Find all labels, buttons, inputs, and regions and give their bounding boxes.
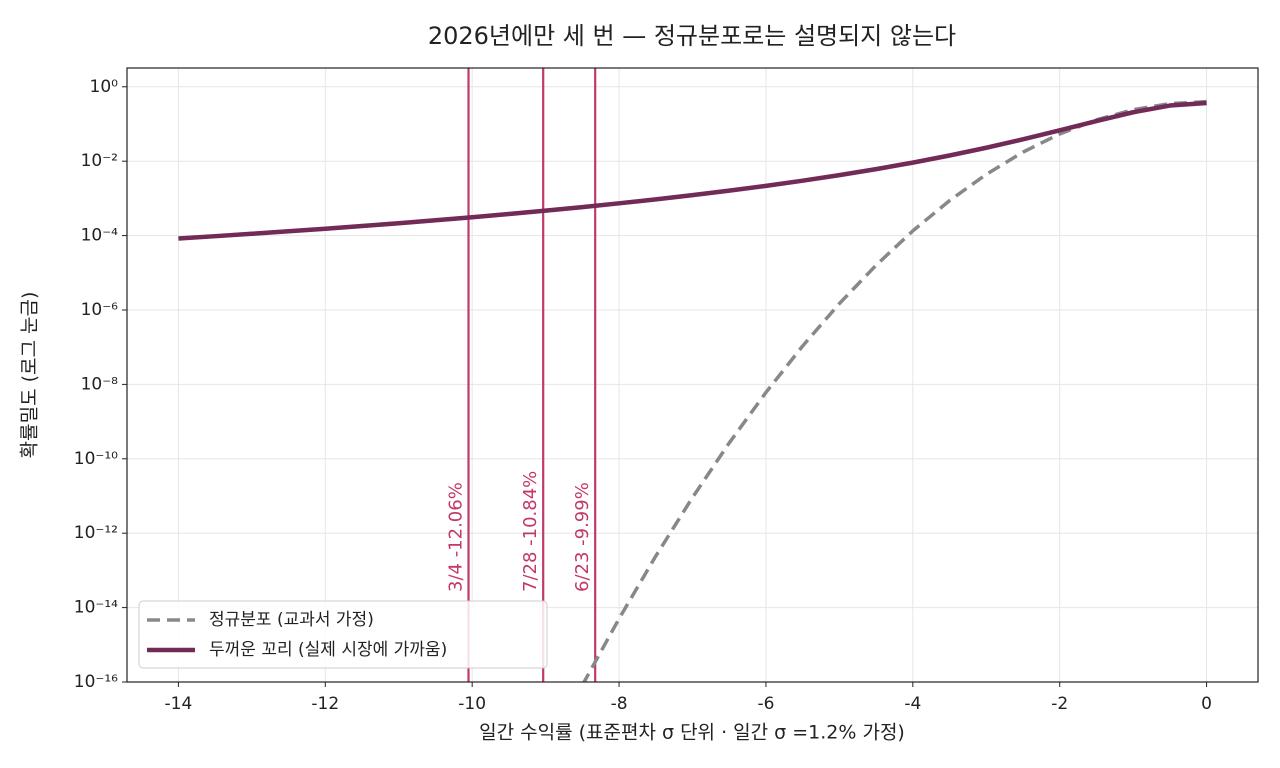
- y-tick-label: 10⁰: [90, 77, 119, 97]
- axes-frame: [126, 67, 1259, 683]
- y-tick-label: 10⁻¹⁰: [74, 449, 118, 469]
- y-tick-label: 10⁻¹²: [74, 523, 118, 543]
- chart-title: 2026년에만 세 번 — 정규분포로는 설명되지 않는다: [428, 22, 956, 50]
- legend-label: 두꺼운 꼬리 (실제 시장에 가까움): [209, 640, 447, 660]
- x-tick-label: -10: [458, 694, 486, 714]
- y-tick-label: 10⁻²: [81, 151, 118, 171]
- y-tick-label: 10⁻⁸: [81, 374, 119, 394]
- x-axis-label: 일간 수익률 (표준편차 σ 단위 · 일간 σ =1.2% 가정): [479, 722, 905, 744]
- x-tick-label: -14: [165, 694, 193, 714]
- event-label: 7/28 -10.84%: [520, 471, 541, 592]
- y-axis-label: 확률밀도 (로그 눈금): [19, 292, 41, 459]
- y-tick-label: 10⁻⁶: [81, 300, 119, 320]
- event-label: 3/4 -12.06%: [446, 482, 467, 592]
- legend-box: [138, 600, 548, 669]
- x-tick-label: -12: [311, 694, 339, 714]
- x-tick-label: -2: [1051, 694, 1068, 714]
- y-tick-label: 10⁻⁴: [81, 226, 119, 246]
- x-tick-label: 0: [1201, 694, 1212, 714]
- event-label: 6/23 -9.99%: [572, 482, 593, 592]
- series-line: [178, 100, 1207, 241]
- x-tick-label: -8: [611, 694, 628, 714]
- y-tick-label: 10⁻¹⁴: [74, 598, 118, 618]
- legend-label: 정규분포 (교과서 가정): [209, 610, 374, 630]
- x-tick-label: -6: [757, 694, 774, 714]
- plot-area: [178, 68, 1207, 682]
- series-line: [582, 99, 1207, 682]
- y-tick-label: 10⁻¹⁶: [74, 672, 118, 692]
- x-tick-label: -4: [904, 694, 921, 714]
